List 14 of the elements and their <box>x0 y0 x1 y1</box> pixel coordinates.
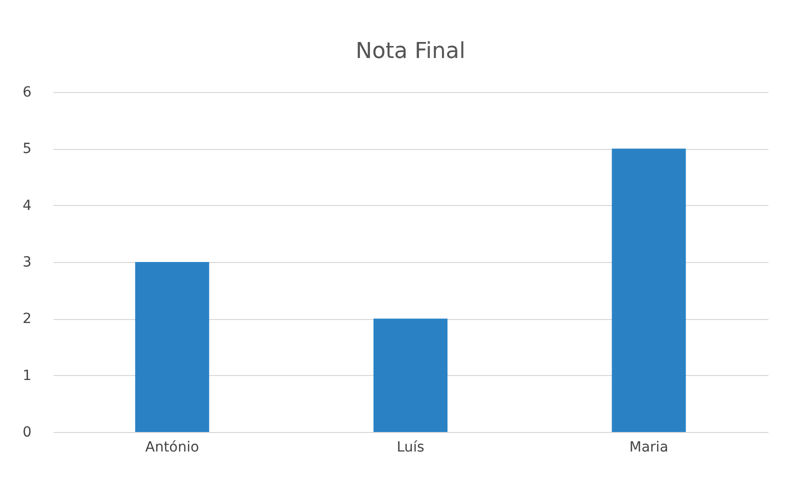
bar <box>135 262 210 432</box>
y-tick-label: 2 <box>22 311 32 328</box>
y-tick-label: 1 <box>22 368 32 384</box>
x-tick-label: Maria <box>629 440 668 456</box>
y-tick-label: 5 <box>22 141 32 158</box>
x-tick-label: Luís <box>396 440 424 456</box>
y-tick-label: 4 <box>22 198 32 214</box>
bar <box>612 148 686 432</box>
bar <box>374 318 448 432</box>
chart-title: Nota Final <box>356 39 466 64</box>
y-tick-label: 3 <box>22 254 32 270</box>
y-tick-label: 6 <box>22 84 32 100</box>
x-tick-label: António <box>145 440 200 456</box>
y-tick-label: 0 <box>22 424 32 440</box>
